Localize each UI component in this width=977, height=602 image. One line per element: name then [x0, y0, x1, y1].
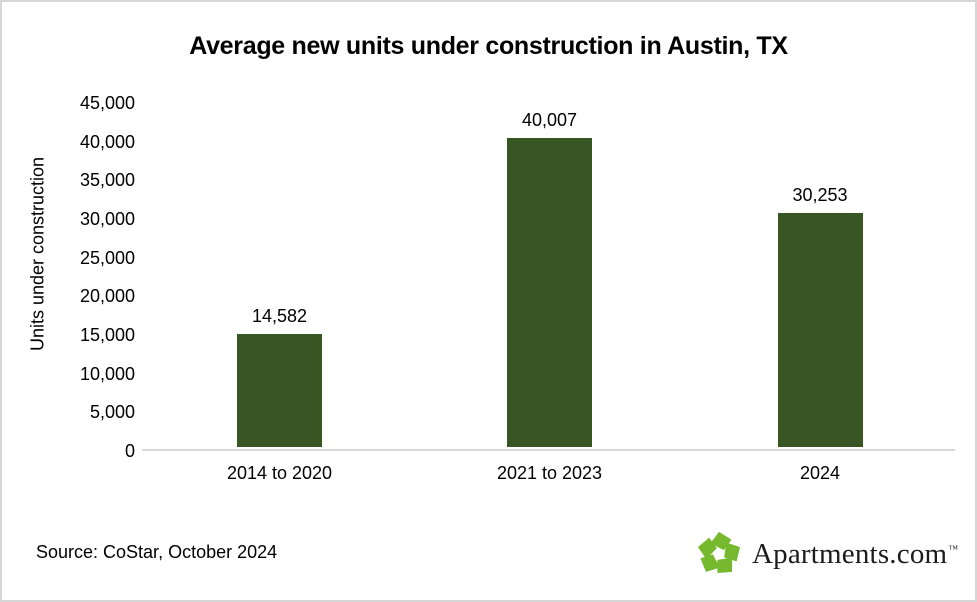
chart-title: Average new units under construction in …	[189, 32, 788, 60]
x-label-2021-to-2023: 2021 to 2023	[496, 463, 603, 483]
x-label-2014-to-2020: 2014 to 2020	[226, 463, 333, 483]
logo-wordmark: Apartments.com™	[752, 537, 959, 570]
x-label-2024: 2024	[799, 463, 841, 483]
y-tick-0: 0	[124, 441, 135, 461]
y-tick-30000: 30,000	[79, 209, 135, 229]
apartments-com-logo: Apartments.com™	[694, 526, 958, 582]
pinwheel-star-icon	[697, 531, 741, 574]
bar-group-2021-to-2023: 40,007	[507, 110, 592, 447]
bar-value-label: 30,253	[792, 185, 848, 205]
bar-2014-to-2020	[237, 334, 322, 447]
bar-group-2024: 30,253	[777, 185, 863, 447]
y-tick-40000: 40,000	[79, 131, 135, 152]
bar-value-label: 40,007	[521, 110, 578, 130]
bar-2024	[777, 213, 863, 447]
bar-value-label: 14,582	[251, 306, 308, 326]
source-note: Source: CoStar, October 2024	[36, 542, 278, 562]
y-tick-45000: 45,000	[79, 93, 135, 113]
y-tick-10000: 10,000	[79, 363, 135, 384]
x-axis-line	[142, 449, 955, 451]
bar-2021-to-2023	[507, 138, 592, 447]
y-tick-5000: 5,000	[89, 402, 135, 423]
y-tick-15000: 15,000	[79, 325, 135, 345]
y-tick-20000: 20,000	[79, 286, 135, 307]
y-tick-35000: 35,000	[79, 170, 135, 191]
y-tick-25000: 25,000	[79, 247, 135, 268]
trademark-symbol: ™	[948, 543, 959, 555]
bar-group-2014-to-2020: 14,582	[237, 306, 322, 447]
